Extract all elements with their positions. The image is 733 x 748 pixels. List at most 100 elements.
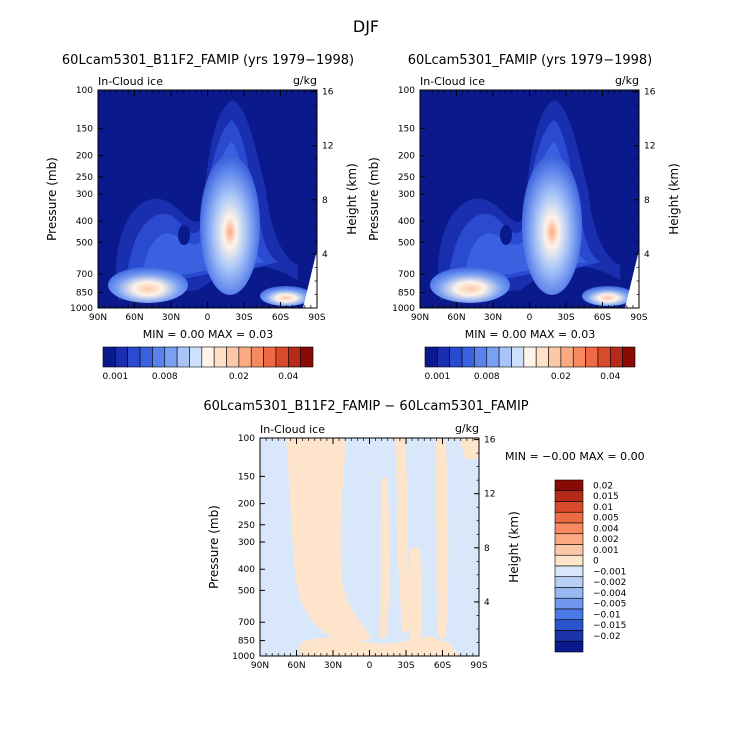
colorbar-swatch [226,346,240,368]
x-tick-label: 60S [272,313,289,323]
pressure-tick-label: 1000 [70,304,93,314]
x-tick-label: 30N [162,313,180,323]
height-tick-label: 12 [484,490,495,500]
pressure-tick-label: 250 [238,521,255,531]
x-tick-label: 60N [447,313,465,323]
panel-1-title: 60Lcam5301_B11F2_FAMIP (yrs 1979−1998) [62,53,354,68]
colorbar-label: 0.02 [593,481,613,491]
colorbar-swatch [554,490,584,502]
x-tick-label: 90N [89,313,107,323]
colorbar-label: −0.015 [593,621,626,631]
colorbar-label: 0.001 [102,372,128,382]
colorbar-swatch [176,346,190,368]
panel-3-ylabel: Pressure (mb) [207,505,221,589]
height-tick-label: 12 [322,142,333,152]
colorbar-swatch [287,346,301,368]
pressure-tick-label: 500 [398,238,415,248]
panel-2-colorbar: 0.001 0.008 0.02 0.04 [424,346,636,382]
height-tick-label: 8 [484,544,490,554]
pressure-tick-label: 150 [76,124,93,134]
panel-2-units-label: g/kg [615,74,639,87]
colorbar-swatch [554,630,584,642]
pressure-tick-label: 700 [238,618,255,628]
figure-title: DJF [353,17,379,36]
panel-3-height-ticks: 16 12 8 4 [474,436,496,643]
pressure-tick-label: 500 [238,586,255,596]
pressure-tick-label: 300 [76,190,93,200]
colorbar-label: 0.01 [593,503,613,513]
colorbar-label: 0.005 [593,514,619,524]
pressure-tick-label: 400 [76,217,93,227]
x-tick-label: 60S [594,313,611,323]
colorbar-swatch [554,554,584,567]
colorbar-swatch [554,544,584,556]
colorbar-swatch [189,346,203,368]
panel-1-ylabel: Pressure (mb) [45,157,59,241]
height-tick-label: 12 [644,142,655,152]
panel-3-stats: MIN = −0.00 MAX = 0.00 [505,450,645,463]
panel-3-title: 60Lcam5301_B11F2_FAMIP − 60Lcam5301_FAMI… [203,399,528,414]
colorbar-label: 0.04 [278,372,298,382]
colorbar-swatch [486,346,500,368]
colorbar-swatch [560,346,574,368]
colorbar-swatch [554,640,584,653]
panel-3-field [260,438,479,656]
colorbar-label: 0.04 [600,372,620,382]
panel-2-pressure-ticks: 100 150 200 250 300 400 500 700 850 1000 [392,86,425,314]
pressure-tick-label: 250 [398,173,415,183]
colorbar-swatch [554,533,584,545]
colorbar-swatch [511,346,525,368]
pressure-tick-label: 150 [398,124,415,134]
colorbar-label: −0.02 [593,632,621,642]
colorbar-swatch [164,346,178,368]
colorbar-swatch [498,346,512,368]
x-tick-label: 30N [324,661,342,671]
pressure-tick-label: 850 [76,289,93,299]
colorbar-label: 0.02 [229,372,249,382]
colorbar-label: 0.015 [593,492,619,502]
pressure-tick-label: 250 [76,173,93,183]
colorbar-label: 0.001 [593,546,619,556]
colorbar-swatch [548,346,562,368]
colorbar-swatch [139,346,153,368]
pressure-tick-label: 400 [398,217,415,227]
x-tick-label: 60N [287,661,305,671]
colorbar-swatch [554,608,584,621]
colorbar-label: −0.005 [593,600,626,610]
panel-1-height-ticks: 16 12 8 4 [312,88,334,295]
colorbar-swatch [250,346,264,368]
colorbar-label: −0.002 [593,578,626,588]
colorbar-label: −0.01 [593,610,621,620]
height-tick-label: 16 [484,436,496,446]
height-tick-label: 4 [484,598,490,608]
colorbar-label: 0.008 [152,372,178,382]
colorbar-swatch [597,346,611,368]
panel-1-x-ticks: 90N 60N 30N 0 30S 60S 90S [89,90,326,323]
colorbar-label: 0.008 [474,372,500,382]
panel-2-x-ticks: 90N 60N 30N 0 30S 60S 90S [411,90,648,323]
height-tick-label: 16 [322,88,334,98]
colorbar-swatch [554,522,584,535]
colorbar-swatch [523,346,537,368]
panel-1-pressure-ticks: 100 150 200 250 300 400 500 700 850 1000 [70,86,103,314]
x-tick-label: 0 [527,313,533,323]
colorbar-swatch [554,619,584,631]
colorbar-swatch [300,346,314,368]
colorbar-swatch [201,346,215,368]
panel-2-height-ticks: 16 12 8 4 [634,88,656,295]
pressure-tick-label: 1000 [392,304,415,314]
panel-2-stats: MIN = 0.00 MAX = 0.03 [465,328,595,341]
colorbar-swatch [238,346,252,368]
pressure-tick-label: 100 [398,86,415,96]
panel-3-y2label: Height (km) [507,511,521,582]
height-tick-label: 8 [644,196,650,206]
pressure-tick-label: 400 [238,565,255,575]
height-tick-label: 4 [644,250,650,260]
colorbar-swatch [554,501,584,513]
panel-2-ylabel: Pressure (mb) [367,157,381,241]
pressure-tick-label: 300 [238,538,255,548]
panel-1-field [98,90,317,308]
x-tick-label: 90N [251,661,269,671]
colorbar-label: 0 [593,557,599,567]
